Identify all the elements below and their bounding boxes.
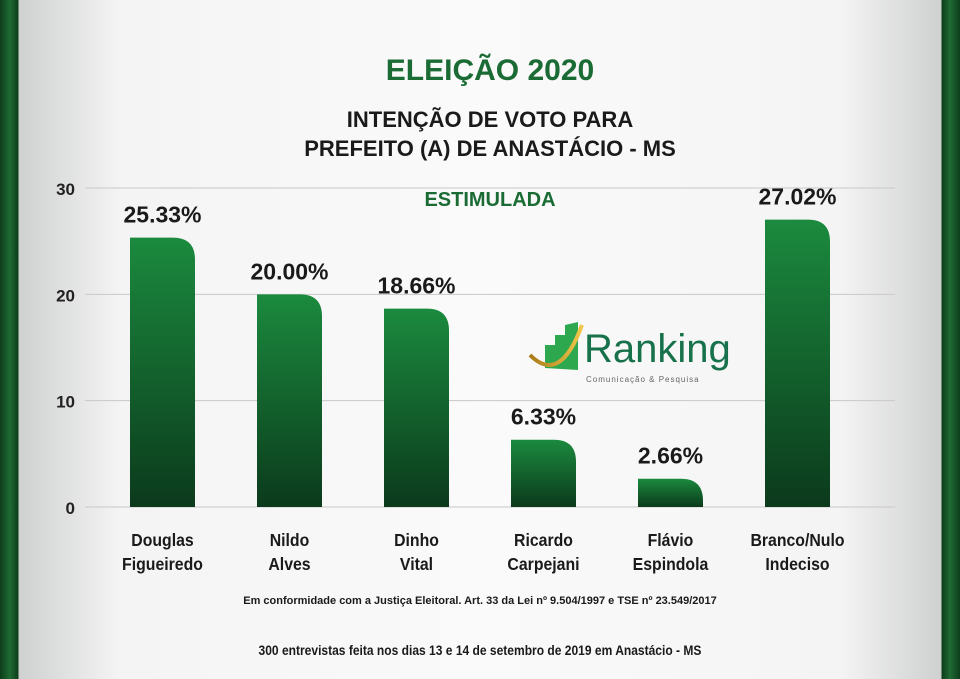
bar <box>638 478 703 507</box>
bar <box>257 294 322 507</box>
x-tick-label: Branco/Nulo <box>750 530 844 550</box>
y-tick-label: 10 <box>56 393 75 412</box>
data-label: 27.02% <box>758 184 836 210</box>
x-tick-label: Dinho <box>394 530 439 550</box>
data-label: 25.33% <box>123 202 201 228</box>
x-tick-label: Flávio <box>648 530 694 550</box>
y-tick-label: 20 <box>56 286 75 305</box>
y-tick-label: 0 <box>66 499 75 518</box>
chart-subtitle-estimulada: ESTIMULADA <box>424 189 555 211</box>
chart-title: ELEIÇÃO 2020 <box>386 53 594 87</box>
logo-name: Ranking <box>584 327 731 371</box>
ranking-logo: Ranking Comunicação & Pesquisa <box>528 322 731 384</box>
x-tick-label: Douglas <box>131 530 193 550</box>
x-tick-label: Nildo <box>270 530 310 550</box>
data-label: 18.66% <box>377 273 455 299</box>
x-tick-label: Alves <box>268 554 310 574</box>
data-label: 6.33% <box>511 404 576 430</box>
bar <box>384 308 449 507</box>
chart-subtitle-line-1: INTENÇÃO DE VOTO PARA <box>347 107 634 132</box>
sample-note: 300 entrevistas feita nos dias 13 e 14 d… <box>259 642 702 658</box>
x-tick-label: Vital <box>400 554 433 574</box>
data-label: 2.66% <box>638 443 703 469</box>
bar <box>130 237 195 508</box>
x-tick-label: Indeciso <box>765 554 829 574</box>
x-tick-label: Carpejani <box>507 554 579 574</box>
x-tick-label: Espindola <box>633 554 709 574</box>
bar <box>765 219 830 508</box>
data-label: 20.00% <box>250 258 328 284</box>
legal-note: Em conformidade com a Justiça Eleitoral.… <box>243 595 717 607</box>
logo-tagline: Comunicação & Pesquisa <box>586 375 700 384</box>
x-tick-label: Figueiredo <box>122 554 203 574</box>
chart-subtitle-line-2: PREFEITO (A) DE ANASTÁCIO - MS <box>304 136 676 161</box>
x-tick-label: Ricardo <box>514 530 573 550</box>
y-tick-label: 30 <box>56 180 75 199</box>
bar <box>511 439 576 507</box>
